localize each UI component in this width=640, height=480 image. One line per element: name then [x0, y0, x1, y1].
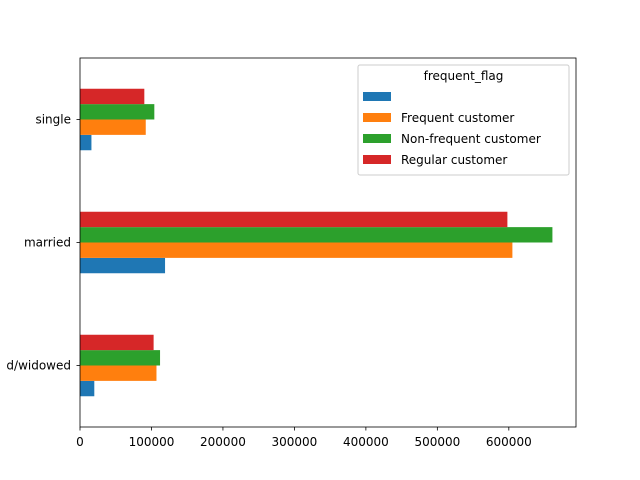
- x-tick-label: 300000: [272, 435, 318, 449]
- bar-unnamed-divorced-widowed: [80, 380, 95, 397]
- x-tick-label: 100000: [129, 435, 175, 449]
- plot-area: [80, 88, 553, 397]
- bar-non-frequent-customer-single: [80, 104, 155, 120]
- bar-regular-customer-divorced-widowed: [80, 334, 154, 351]
- legend-swatch: [363, 113, 391, 122]
- bar-frequent-customer-divorced-widowed: [80, 365, 157, 381]
- bar-unnamed-married: [80, 257, 166, 274]
- bar-non-frequent-customer-married: [80, 227, 553, 243]
- legend-swatch: [363, 134, 391, 143]
- x-tick-label: 500000: [414, 435, 460, 449]
- x-tick-label: 200000: [200, 435, 246, 449]
- legend-entry-label: Non-frequent customer: [401, 132, 541, 146]
- y-axis-ticks: d/widowed married single: [6, 113, 80, 373]
- legend-entry-label: Regular customer: [401, 153, 507, 167]
- bar-frequent-customer-single: [80, 119, 146, 135]
- bar-unnamed-single: [80, 134, 92, 151]
- bar-frequent-customer-married: [80, 242, 513, 258]
- x-axis-ticks: 0 100000 200000 300000 400000 500000 600000: [76, 427, 532, 449]
- legend: frequent_flag Frequent customer Non-freque…: [357, 64, 570, 176]
- x-tick-label: 600000: [486, 435, 532, 449]
- legend-swatch: [363, 155, 391, 164]
- legend-box: [357, 64, 570, 176]
- x-tick-label: 0: [76, 435, 84, 449]
- legend-entry-label: Frequent customer: [401, 111, 514, 125]
- bar-regular-customer-single: [80, 88, 145, 105]
- x-tick-label: 400000: [343, 435, 389, 449]
- y-tick-label: single: [35, 113, 71, 127]
- y-tick-label: married: [24, 236, 71, 250]
- bar-regular-customer-married: [80, 211, 508, 228]
- legend-swatch: [363, 92, 391, 101]
- legend-title: frequent_flag: [424, 69, 504, 83]
- y-tick-label: d/widowed: [6, 359, 71, 373]
- bar-non-frequent-customer-divorced-widowed: [80, 350, 161, 366]
